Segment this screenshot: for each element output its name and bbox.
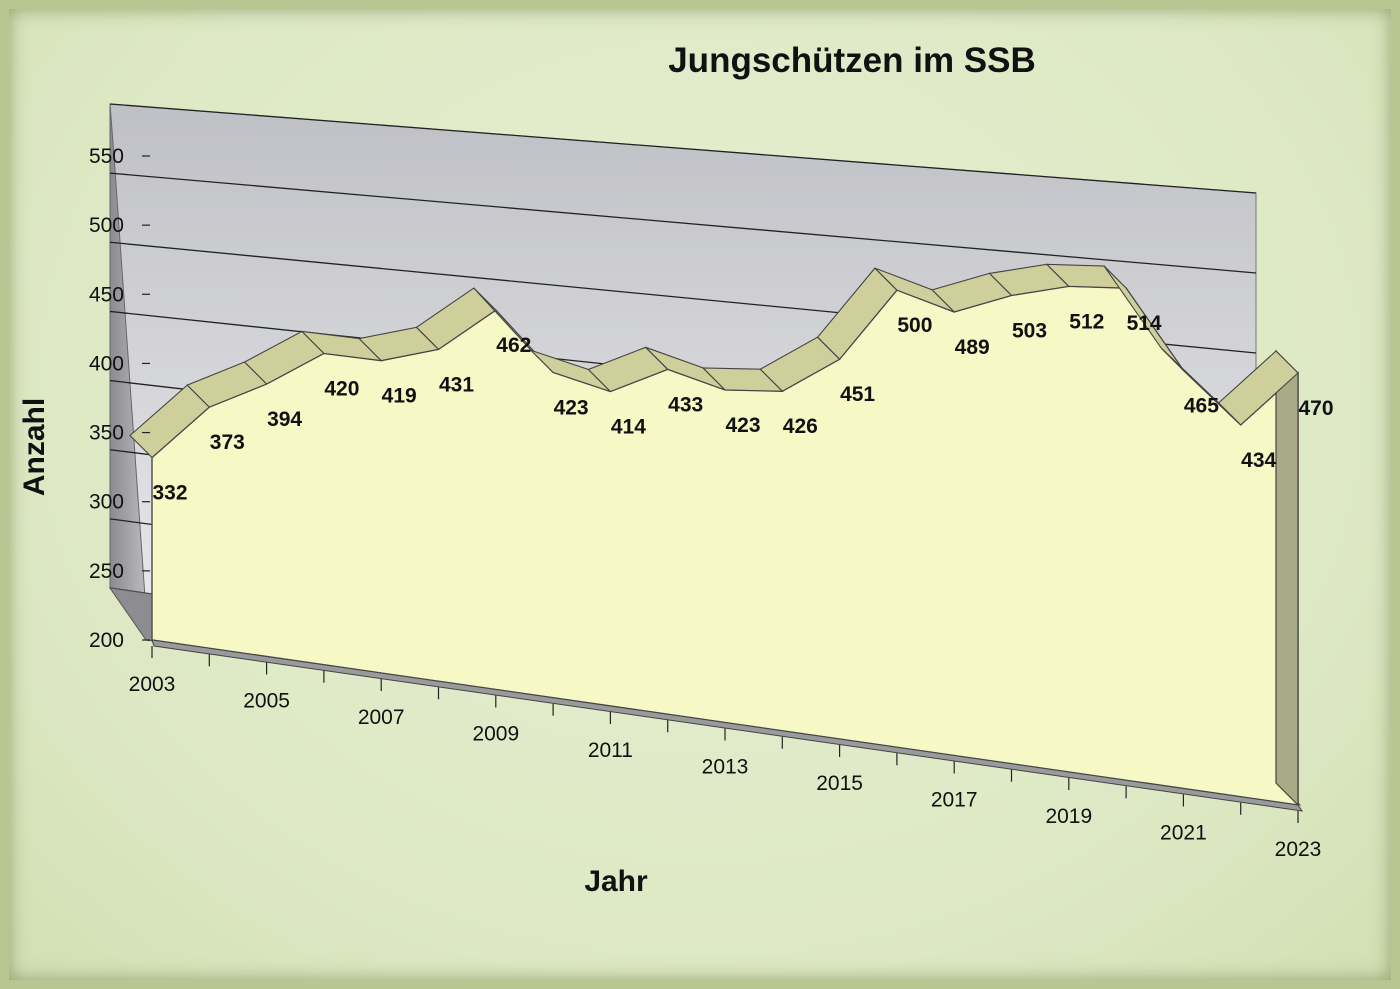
area-side-face — [1275, 349, 1299, 807]
data-label: 433 — [668, 393, 703, 416]
y-tick-label: 450 — [89, 283, 124, 306]
chart-title: Jungschützen im SSB — [668, 41, 1036, 80]
area-bottom-edge — [151, 639, 1304, 812]
x-tick-label: 2017 — [931, 789, 978, 812]
x-tick-label: 2015 — [816, 772, 863, 795]
x-tick-label: 2011 — [588, 739, 633, 762]
data-label: 500 — [897, 314, 932, 337]
data-label: 512 — [1069, 310, 1104, 333]
y-tick-label: 200 — [89, 629, 124, 652]
data-label: 373 — [210, 431, 245, 454]
data-label: 451 — [840, 383, 875, 406]
x-tick-label: 2007 — [358, 706, 405, 729]
y-tick-label: 500 — [89, 214, 124, 237]
data-label: 431 — [439, 373, 474, 396]
data-labels: 332 373 394 420 419 431 462 423 414 433 423 426 451 5… — [152, 310, 1333, 504]
data-label: 420 — [324, 377, 359, 400]
x-tick-label: 2023 — [1275, 838, 1322, 861]
x-tick-label: 2005 — [243, 690, 290, 713]
x-axis-title: Jahr — [584, 865, 648, 898]
data-label: 394 — [267, 408, 302, 431]
y-axis: 200 250 300 350 400 450 500 550 — [89, 145, 150, 652]
data-label: 423 — [725, 414, 760, 437]
data-label: 465 — [1184, 394, 1219, 417]
y-axis-title: Anzahl — [18, 398, 51, 496]
data-label: 470 — [1298, 397, 1333, 420]
x-tick-label: 2003 — [129, 673, 176, 696]
data-label: 332 — [152, 481, 187, 504]
data-label: 423 — [554, 396, 589, 419]
data-label: 414 — [611, 415, 646, 438]
area-ridge — [129, 263, 1299, 459]
ridge-segment — [1217, 350, 1299, 426]
data-label: 503 — [1012, 319, 1047, 342]
gridline — [109, 172, 1257, 274]
y-tick-label: 400 — [89, 352, 124, 375]
y-tick-label: 300 — [89, 491, 124, 514]
data-label: 462 — [496, 334, 531, 357]
data-label: 419 — [382, 385, 417, 408]
x-tick-label: 2013 — [702, 756, 749, 779]
x-axis: 2003 2005 2007 2009 2011 2013 2015 2017 2019 2021… — [129, 646, 1322, 861]
y-tick-label: 250 — [89, 560, 124, 583]
y-tick-label: 350 — [89, 422, 124, 445]
data-label: 426 — [783, 415, 818, 438]
x-tick-label: 2021 — [1160, 822, 1207, 845]
x-tick-label: 2019 — [1045, 805, 1092, 828]
data-label: 489 — [955, 336, 990, 359]
data-label: 434 — [1241, 449, 1276, 472]
data-label: 514 — [1127, 312, 1162, 335]
y-tick-label: 550 — [89, 145, 124, 168]
gridline — [109, 103, 1257, 194]
x-tick-label: 2009 — [472, 723, 519, 746]
